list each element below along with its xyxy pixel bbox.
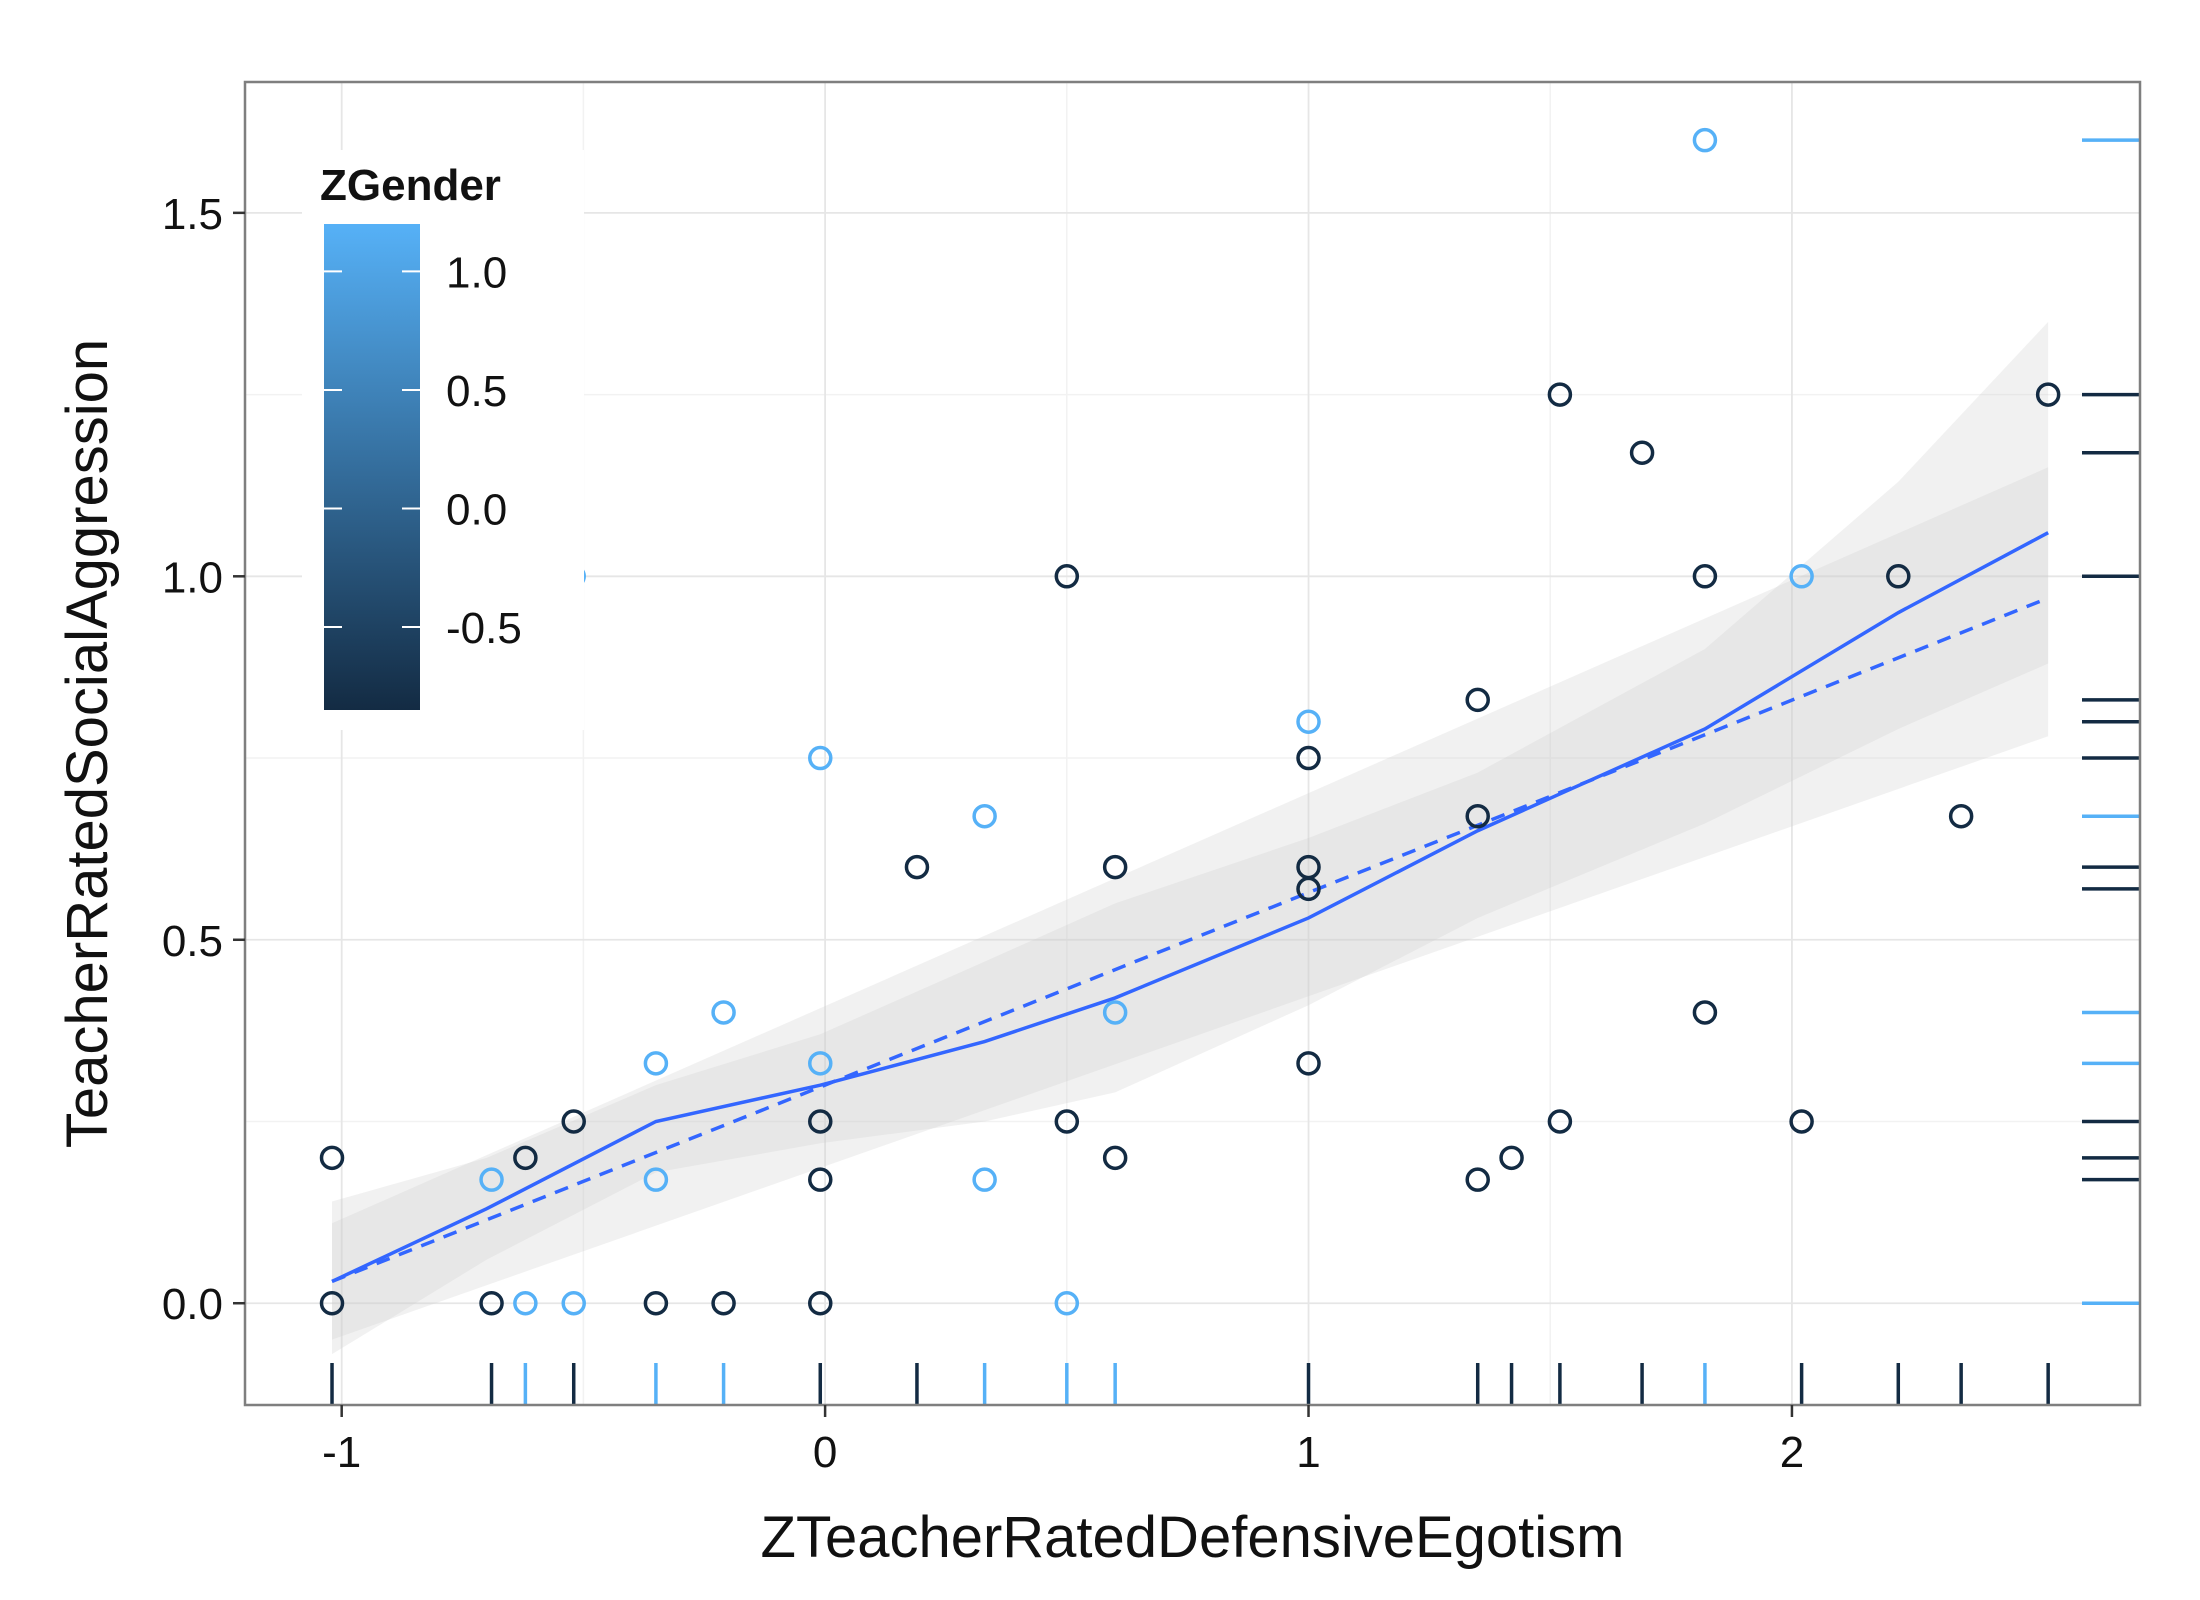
linear-fit-line bbox=[331, 596, 2049, 1284]
y-tick-label: 0.5 bbox=[162, 917, 223, 966]
data-point bbox=[1465, 1167, 1490, 1192]
data-point bbox=[808, 1051, 833, 1076]
data-point bbox=[1629, 440, 1655, 465]
x-tick-label: 1 bbox=[1296, 1428, 1320, 1477]
data-point bbox=[643, 1167, 669, 1192]
data-point bbox=[1692, 127, 1718, 153]
data-point bbox=[808, 1290, 833, 1316]
data-point bbox=[1054, 1290, 1080, 1316]
data-point bbox=[1547, 382, 1573, 407]
data-point bbox=[1948, 803, 1974, 829]
colorbar-label: 1.0 bbox=[446, 248, 507, 297]
data-point bbox=[643, 1290, 669, 1316]
data-point bbox=[808, 1167, 833, 1192]
y-tick-label: 0.0 bbox=[162, 1280, 223, 1329]
y-axis-title: TeacherRatedSocialAggression bbox=[55, 339, 120, 1148]
data-point bbox=[1054, 564, 1080, 589]
data-point bbox=[1692, 1000, 1718, 1025]
data-point bbox=[1102, 1145, 1128, 1171]
legend-title: ZGender bbox=[320, 161, 501, 210]
data-point bbox=[561, 1290, 586, 1316]
linear-confidence-band bbox=[332, 467, 2049, 1340]
color-legend: ZGender 1.0 0.5 0.0 -0.5 bbox=[302, 150, 584, 730]
data-point bbox=[1102, 854, 1128, 880]
plot-border bbox=[243, 80, 2142, 1407]
data-point bbox=[513, 1290, 538, 1316]
colorbar-label: -0.5 bbox=[446, 604, 522, 653]
colorbar-label: 0.5 bbox=[446, 367, 507, 416]
data-point bbox=[2035, 382, 2061, 407]
data-point bbox=[1296, 1051, 1321, 1076]
x-tick-label: 0 bbox=[813, 1428, 837, 1477]
data-point bbox=[1886, 564, 1911, 589]
x-tick-label: 2 bbox=[1780, 1428, 1804, 1477]
data-point bbox=[643, 1051, 669, 1076]
data-point bbox=[513, 1145, 538, 1171]
data-point bbox=[1692, 564, 1718, 589]
colorbar-label: 0.0 bbox=[446, 485, 507, 534]
data-point bbox=[808, 745, 833, 771]
x-tick-label: -1 bbox=[322, 1428, 361, 1477]
data-point bbox=[1054, 1109, 1080, 1134]
data-point bbox=[1499, 1145, 1524, 1171]
data-point bbox=[319, 1145, 345, 1171]
data-point bbox=[711, 1290, 736, 1316]
data-point bbox=[319, 1290, 345, 1316]
loess-confidence-band bbox=[332, 321, 2049, 1355]
data-point bbox=[1296, 745, 1321, 771]
data-point bbox=[479, 1167, 504, 1192]
data-point bbox=[972, 1167, 997, 1192]
data-point bbox=[1296, 709, 1321, 734]
data-point bbox=[808, 1109, 833, 1134]
data-point bbox=[1789, 564, 1814, 589]
data-point bbox=[1296, 876, 1321, 902]
data-point bbox=[1789, 1109, 1814, 1134]
data-point bbox=[1547, 1109, 1573, 1134]
colorbar bbox=[324, 224, 420, 710]
data-point bbox=[972, 803, 997, 829]
x-axis-title: ZTeacherRatedDefensiveEgotism bbox=[761, 1505, 1625, 1570]
data-point bbox=[1102, 1000, 1128, 1025]
data-point bbox=[561, 1109, 586, 1134]
data-point bbox=[711, 1000, 736, 1025]
data-point bbox=[479, 1290, 504, 1316]
data-point bbox=[904, 854, 930, 880]
loess-fit-line bbox=[331, 531, 2049, 1284]
y-tick-label: 1.0 bbox=[162, 553, 223, 602]
data-point bbox=[1465, 687, 1490, 713]
data-point bbox=[1465, 803, 1490, 829]
y-tick-label: 1.5 bbox=[162, 190, 223, 239]
